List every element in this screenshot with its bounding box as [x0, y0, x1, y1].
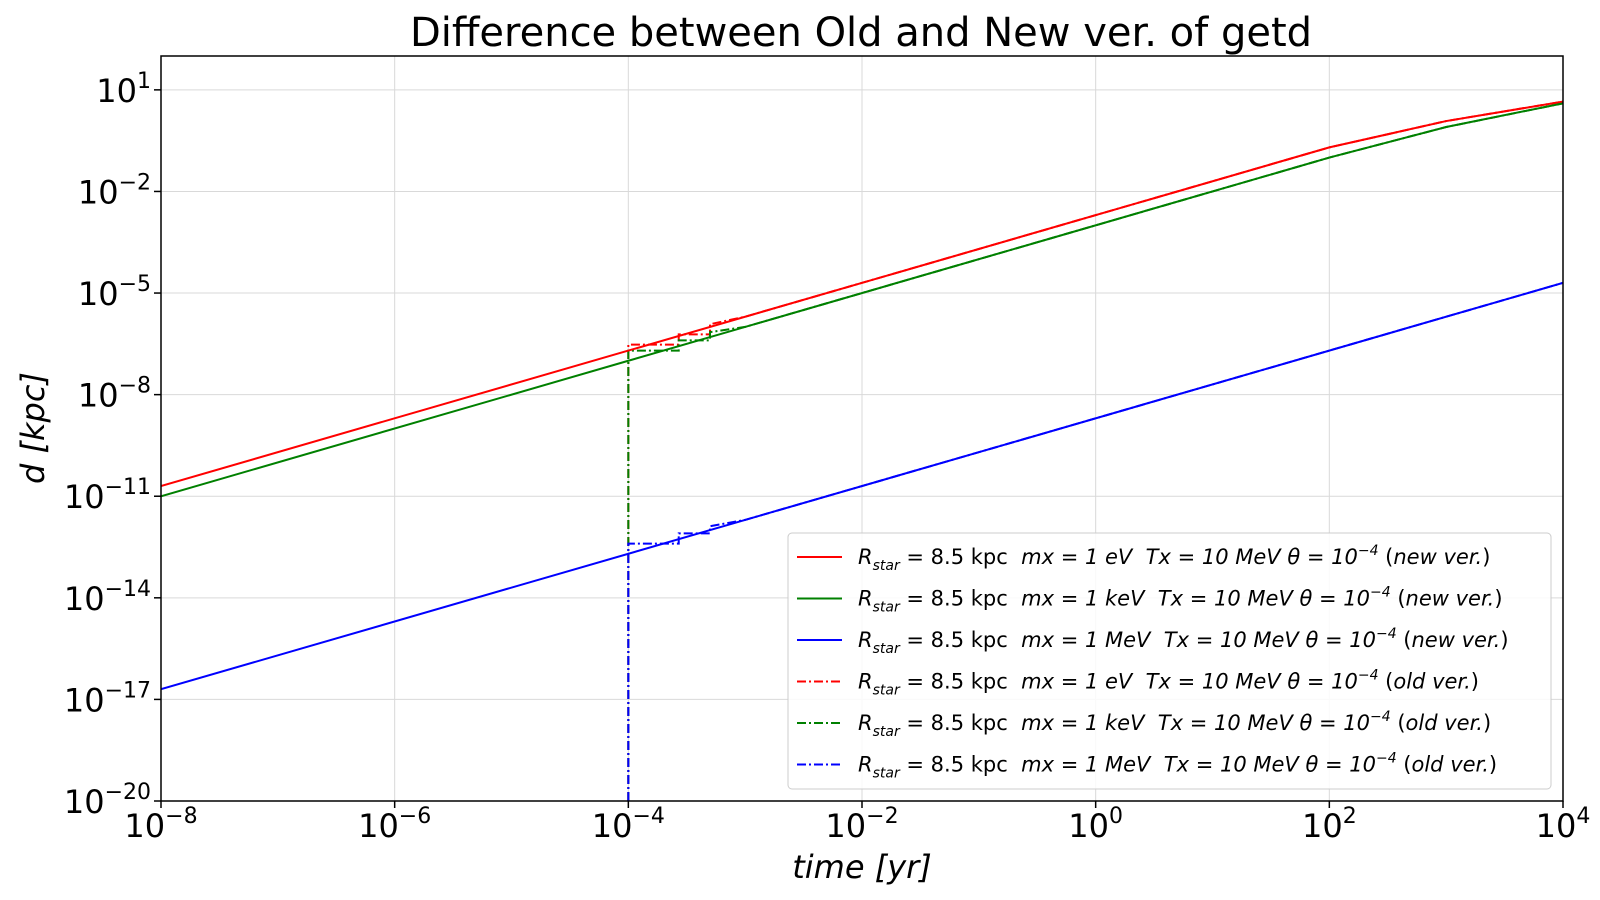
y-tick-label: 10−2 [78, 170, 151, 211]
legend: Rstar = 8.5 kpc mx = 1 eV Tx = 10 MeV θ … [787, 532, 1552, 790]
y-axis-label: d [kpc] [14, 372, 52, 484]
legend-entry: Rstar = 8.5 kpc mx = 1 keV Tx = 10 MeV θ… [858, 709, 1491, 740]
legend-entry: Rstar = 8.5 kpc mx = 1 MeV Tx = 10 MeV θ… [858, 626, 1509, 657]
y-tick-label: 10−5 [78, 272, 151, 313]
chart-title: Difference between Old and New ver. of g… [410, 10, 1312, 56]
x-tick-label: 10−4 [592, 804, 665, 845]
series-line-6 [627, 281, 1563, 801]
y-tick-labels: 101 10−2 10−5 10−8 10−11 10−14 10−17 10−20 [64, 69, 151, 821]
legend-entry: Rstar = 8.5 kpc mx = 1 eV Tx = 10 MeV θ … [858, 543, 1490, 574]
x-tick-label: 100 [1068, 804, 1123, 845]
x-tick-label: 10−2 [825, 804, 898, 845]
x-tick-label: 102 [1302, 804, 1357, 845]
legend-entry: Rstar = 8.5 kpc mx = 1 keV Tx = 10 MeV θ… [858, 585, 1503, 616]
series-layer [161, 100, 1563, 801]
x-tick-label: 104 [1536, 804, 1591, 845]
series-line-3 [161, 281, 1563, 691]
y-tick-label: 10−17 [64, 678, 151, 719]
x-tick-label: 10−8 [124, 804, 197, 845]
series-line-2 [161, 102, 1563, 498]
y-tick-label: 10−11 [64, 475, 151, 516]
x-axis-label: time [yr] [792, 848, 932, 886]
y-tick-label: 10−20 [64, 780, 151, 821]
x-tick-labels: 10−8 10−6 10−4 10−2 100 102 104 [124, 804, 1590, 845]
x-tick-label: 10−6 [358, 804, 431, 845]
series-line-1 [161, 100, 1563, 487]
legend-box [787, 532, 1552, 790]
y-tick-label: 10−14 [64, 577, 151, 618]
legend-entry: Rstar = 8.5 kpc mx = 1 MeV Tx = 10 MeV θ… [858, 751, 1497, 782]
y-tick-label: 10−8 [78, 374, 151, 415]
y-tick-label: 101 [96, 69, 151, 110]
ticks [154, 89, 1564, 808]
legend-entry: Rstar = 8.5 kpc mx = 1 eV Tx = 10 MeV θ … [858, 668, 1479, 699]
